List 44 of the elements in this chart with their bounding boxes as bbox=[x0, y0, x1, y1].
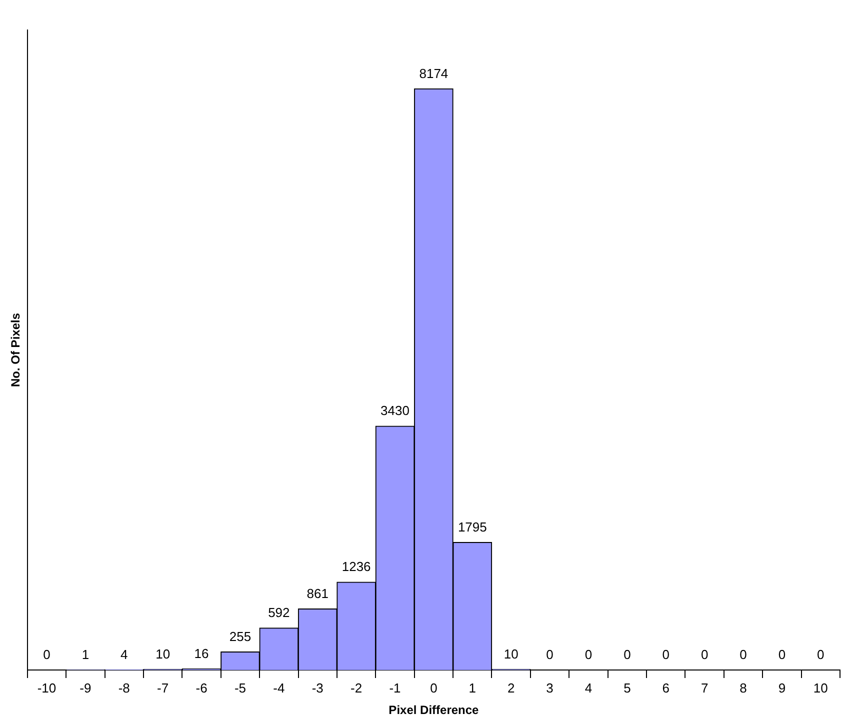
x-tick-label: -2 bbox=[350, 680, 362, 696]
x-tick-label: -3 bbox=[312, 680, 324, 696]
x-tick-label: 0 bbox=[430, 680, 438, 696]
data-label: 8174 bbox=[419, 66, 448, 81]
x-tick-label: 1 bbox=[468, 680, 476, 696]
x-tick-label: -5 bbox=[234, 680, 246, 696]
data-label: 3430 bbox=[380, 403, 410, 418]
x-tick-label: 4 bbox=[584, 680, 592, 696]
x-tick-label: -6 bbox=[196, 680, 208, 696]
data-label: 0 bbox=[662, 647, 670, 662]
data-label: 1 bbox=[82, 647, 90, 662]
x-tick-label: 3 bbox=[546, 680, 554, 696]
x-tick-label: 2 bbox=[507, 680, 515, 696]
x-tick-label: 7 bbox=[700, 680, 708, 696]
data-label: 1795 bbox=[458, 519, 487, 534]
data-label: 0 bbox=[546, 647, 554, 662]
x-tick-label: 10 bbox=[813, 680, 828, 696]
x-tick-label: -9 bbox=[80, 680, 92, 696]
x-tick-label: -10 bbox=[37, 680, 56, 696]
data-label: 592 bbox=[268, 604, 290, 620]
x-tick-label: 8 bbox=[740, 680, 747, 696]
x-tick-label: 5 bbox=[624, 680, 631, 696]
x-tick-label: 6 bbox=[662, 680, 670, 696]
data-label: 0 bbox=[584, 647, 592, 662]
data-label: 0 bbox=[43, 647, 50, 662]
x-tick-label: -4 bbox=[273, 680, 285, 696]
data-label: 1236 bbox=[342, 559, 371, 574]
data-label: 16 bbox=[194, 646, 209, 661]
data-label: 10 bbox=[504, 646, 518, 662]
x-tick-label: -1 bbox=[389, 680, 401, 696]
data-label: 861 bbox=[306, 586, 328, 601]
x-tick-label: 9 bbox=[778, 680, 786, 696]
data-label: 0 bbox=[700, 647, 708, 662]
data-label: 0 bbox=[624, 647, 631, 662]
data-label: 0 bbox=[740, 647, 747, 662]
data-label: 0 bbox=[778, 647, 786, 662]
x-tick-label: -7 bbox=[157, 680, 169, 696]
y-axis-title: No. Of Pixels bbox=[8, 312, 23, 388]
x-axis-title: Pixel Difference bbox=[388, 703, 480, 718]
data-label: 10 bbox=[156, 646, 170, 662]
data-label: 0 bbox=[817, 647, 824, 662]
data-label: 4 bbox=[120, 646, 128, 662]
data-label: 255 bbox=[229, 628, 252, 644]
x-tick-label: -8 bbox=[118, 680, 130, 696]
